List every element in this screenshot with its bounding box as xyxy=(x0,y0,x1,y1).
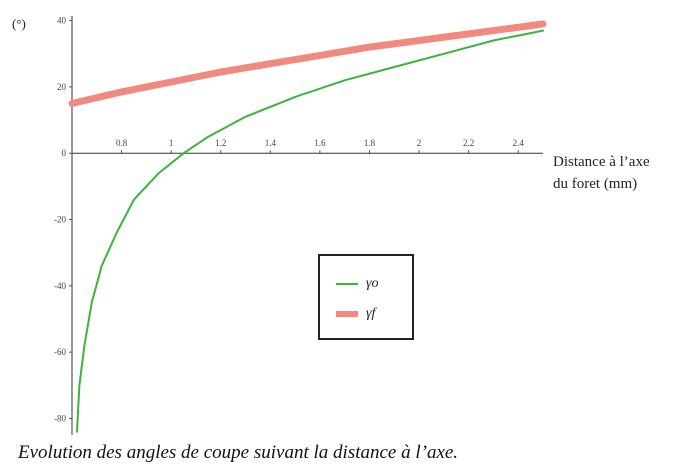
x-tick-label: 1 xyxy=(169,138,174,148)
y-tick-label: 0 xyxy=(62,148,67,158)
x-axis-ticks: 0.8 1 1.2 1.4 1.6 1.8 2 2.2 2.4 xyxy=(116,138,525,154)
y-tick-label: -60 xyxy=(54,347,66,357)
x-tick-label: 2.4 xyxy=(513,138,525,148)
x-tick-label: 2 xyxy=(417,138,422,148)
figure-caption: Evolution des angles de coupe suivant la… xyxy=(18,442,459,463)
x-axis-label-line-2: du foret (mm) xyxy=(553,176,638,192)
y-axis-label: (°) xyxy=(12,16,26,31)
y-tick-label: 20 xyxy=(57,82,67,92)
x-axis-label: Distance à l’axe du foret (mm) xyxy=(553,151,693,195)
chart-axes xyxy=(71,16,543,435)
y-tick-label: -80 xyxy=(54,413,66,423)
legend-item-gamma-o: γo xyxy=(336,274,379,294)
series-line-gamma-o xyxy=(76,29,544,433)
x-tick-label: 1.2 xyxy=(215,138,226,148)
x-tick-label: 1.4 xyxy=(265,138,277,148)
chart-legend: γo γf xyxy=(318,254,414,340)
legend-label-gamma-o: γo xyxy=(366,276,379,291)
y-tick-label: 40 xyxy=(57,16,67,26)
x-tick-label: 2.2 xyxy=(463,138,474,148)
y-tick-label: -20 xyxy=(54,215,66,225)
legend-swatch-gamma-o xyxy=(336,283,358,285)
x-tick-label: 0.8 xyxy=(116,138,128,148)
chart-series xyxy=(68,20,547,433)
x-tick-label: 1.8 xyxy=(364,138,376,148)
legend-item-gamma-f: γf xyxy=(336,304,375,324)
x-tick-label: 1.6 xyxy=(314,138,326,148)
legend-label-gamma-f: γf xyxy=(366,306,376,321)
x-axis-label-line-1: Distance à l’axe xyxy=(553,154,650,170)
legend-swatch-gamma-f xyxy=(336,311,358,317)
series-line-gamma-f xyxy=(68,20,547,107)
y-axis-ticks: 40 20 0 -20 -40 -60 -80 xyxy=(54,16,72,423)
y-tick-label: -40 xyxy=(54,281,66,291)
